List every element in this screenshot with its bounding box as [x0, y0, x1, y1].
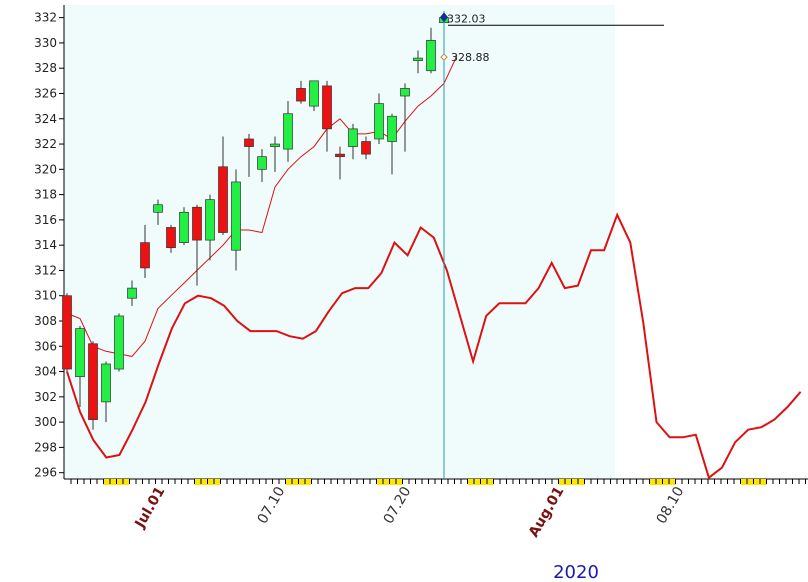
- candle: [231, 169, 241, 271]
- candle-body: [166, 227, 176, 249]
- candle: [322, 80, 332, 152]
- y-tick-label: 310: [34, 289, 57, 303]
- y-tick-label: 302: [34, 390, 57, 404]
- indicator-line: [66, 212, 802, 480]
- candle: [335, 146, 345, 180]
- candlesticks: [62, 12, 449, 430]
- candle-body: [218, 166, 228, 233]
- candle: [166, 224, 176, 253]
- candle: [179, 207, 189, 246]
- y-tick-label: 312: [34, 263, 57, 277]
- y-tick-label: 320: [34, 162, 57, 176]
- candle: [62, 293, 72, 372]
- candle-body: [374, 103, 384, 140]
- candle-body: [179, 211, 189, 243]
- y-tick-label: 304: [34, 365, 57, 379]
- y-tick-label: 322: [34, 137, 57, 151]
- candle: [361, 136, 371, 160]
- candle: [257, 149, 267, 182]
- candle-body: [270, 143, 280, 147]
- candle-body: [101, 363, 111, 403]
- candle-body: [400, 88, 410, 97]
- y-tick-label: 308: [34, 314, 57, 328]
- candle: [88, 341, 98, 430]
- y-tick-label: 316: [34, 213, 57, 227]
- current-price-marker: [440, 12, 448, 23]
- price-panel-background: [64, 5, 615, 479]
- y-tick-label: 296: [34, 466, 57, 480]
- candle-body: [348, 128, 358, 147]
- candle-body: [361, 141, 371, 155]
- y-tick-label: 314: [34, 238, 57, 252]
- y-tick-label: 306: [34, 339, 57, 353]
- candle-body: [244, 138, 254, 147]
- candle: [309, 80, 319, 112]
- candle-body: [205, 199, 215, 241]
- candle-body: [257, 156, 267, 170]
- candle: [192, 204, 202, 286]
- candle: [114, 313, 124, 372]
- y-tick-label: 330: [34, 36, 57, 50]
- annotations: 332.03 328.88: [440, 12, 664, 64]
- candle-body: [140, 242, 150, 269]
- candle-body: [192, 206, 202, 241]
- candle: [140, 224, 150, 279]
- candle-body: [322, 85, 332, 130]
- candle: [283, 101, 293, 162]
- candle: [387, 113, 397, 175]
- candle-body: [127, 287, 137, 299]
- y-tick-label: 324: [34, 112, 57, 126]
- candle: [348, 123, 358, 160]
- y-axis: 296 298 300 302 304 306 308 310 312 314 316 318 320 3…: [34, 5, 65, 480]
- candle: [244, 133, 254, 177]
- candle-body: [296, 88, 306, 102]
- ma-value-marker: [440, 53, 448, 61]
- candle: [218, 136, 228, 236]
- candle-body: [335, 153, 345, 158]
- indicator-thick-line: [66, 212, 802, 480]
- y-tick-label: 298: [34, 440, 57, 454]
- y-tick-label: 326: [34, 86, 57, 100]
- candle: [205, 194, 215, 261]
- candle: [153, 199, 163, 225]
- year-label: 2020: [553, 562, 599, 582]
- candle-body: [153, 204, 163, 213]
- candle: [400, 83, 410, 152]
- candle-body: [309, 80, 319, 107]
- ma-value-label: 328.88: [451, 51, 490, 64]
- candle-body: [114, 315, 124, 370]
- candle-body: [231, 181, 241, 251]
- candle: [75, 326, 85, 407]
- current-price-label: 332.03: [447, 12, 486, 25]
- y-tick-label: 318: [34, 188, 57, 202]
- candle: [374, 93, 384, 145]
- candle: [127, 280, 137, 306]
- candle: [296, 80, 306, 104]
- candle-body: [88, 343, 98, 420]
- candle-body: [62, 295, 72, 370]
- candle-body: [413, 57, 423, 61]
- candle-body: [426, 40, 436, 72]
- y-tick-label: 300: [34, 415, 57, 429]
- candle-body: [387, 115, 397, 142]
- candle: [101, 361, 111, 423]
- y-tick-label: 328: [34, 61, 57, 75]
- candle: [426, 27, 436, 74]
- y-tick-label: 332: [34, 11, 57, 25]
- candle: [413, 50, 423, 74]
- x-axis: [64, 478, 808, 485]
- candle-body: [283, 113, 293, 150]
- candle-body: [75, 328, 85, 377]
- candle: [270, 136, 280, 172]
